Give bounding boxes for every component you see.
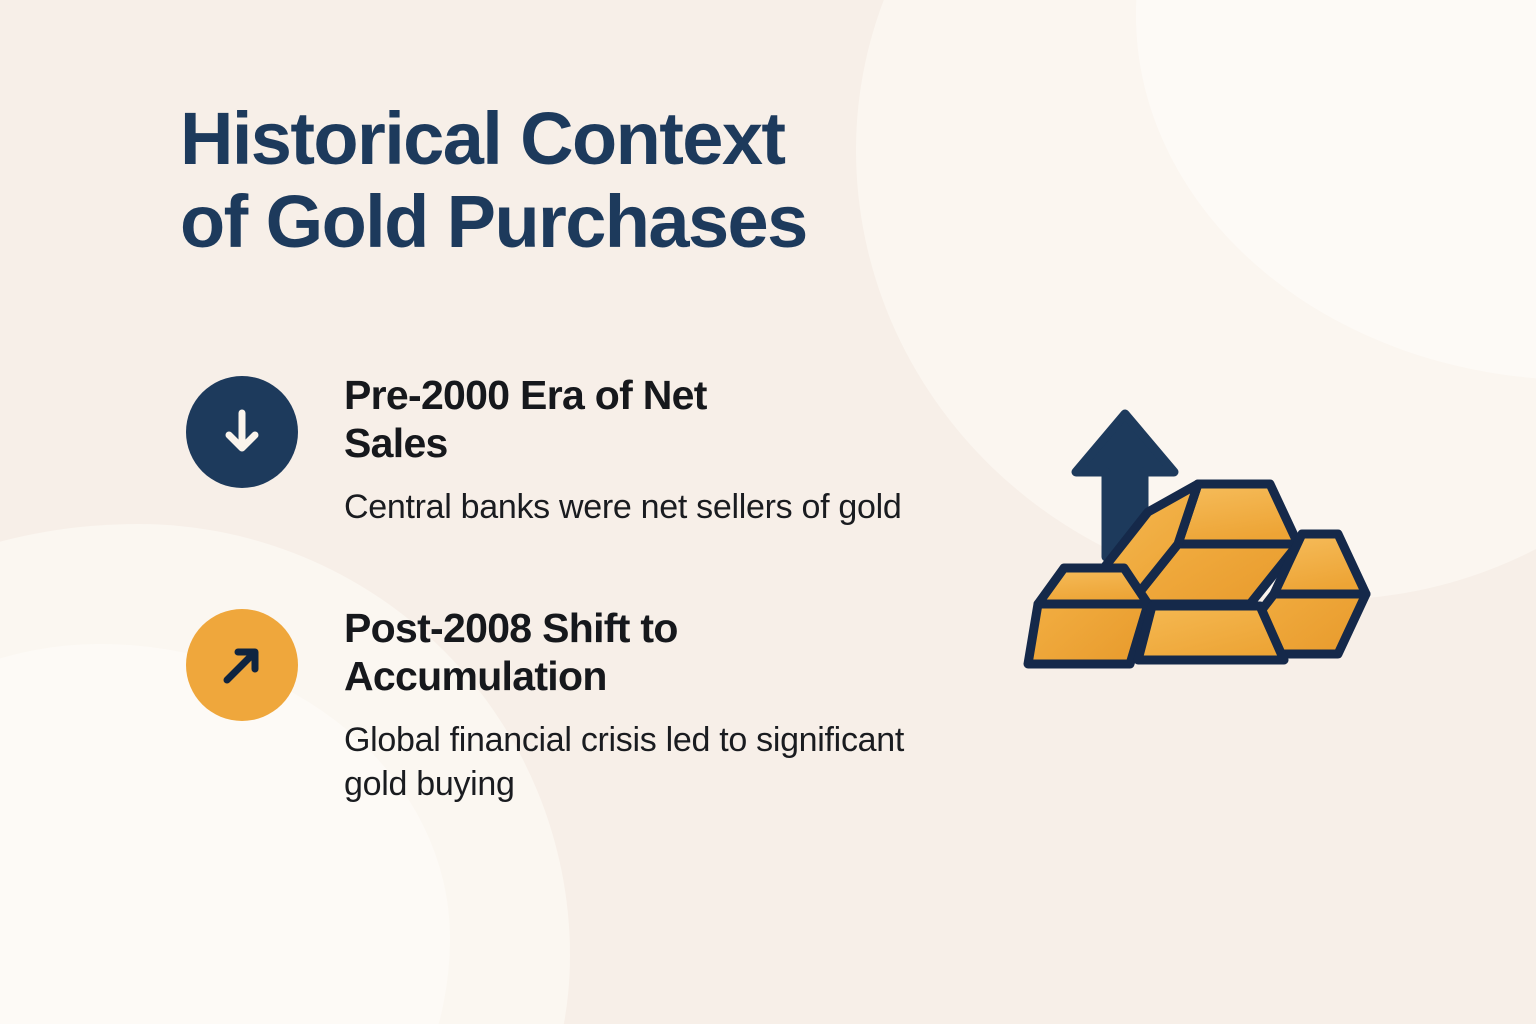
bullet-list: Pre-2000 Era of Net Sales Central banks … xyxy=(186,372,946,806)
page-title: Historical Context of Gold Purchases xyxy=(180,97,1080,264)
list-item-description: Central banks were net sellers of gold xyxy=(344,487,902,526)
list-item-heading: Post-2008 Shift to Accumulation xyxy=(344,605,678,700)
arrow-trending-up-icon xyxy=(186,609,298,722)
list-item-description: Global financial crisis led to significa… xyxy=(344,721,905,803)
page-title-line-1: Historical Context xyxy=(180,97,786,180)
gold-bars-illustration xyxy=(1002,372,1394,696)
page-title-line-2: of Gold Purchases xyxy=(180,179,808,263)
gold-bar-left-front xyxy=(1023,563,1153,669)
gold-bar-center-front xyxy=(1133,601,1289,665)
arrow-down-icon xyxy=(186,376,298,488)
list-item: Post-2008 Shift to Accumulation Global f… xyxy=(186,605,946,806)
list-item-heading: Pre-2000 Era of Net Sales xyxy=(344,372,707,466)
list-item: Pre-2000 Era of Net Sales Central banks … xyxy=(186,372,946,529)
